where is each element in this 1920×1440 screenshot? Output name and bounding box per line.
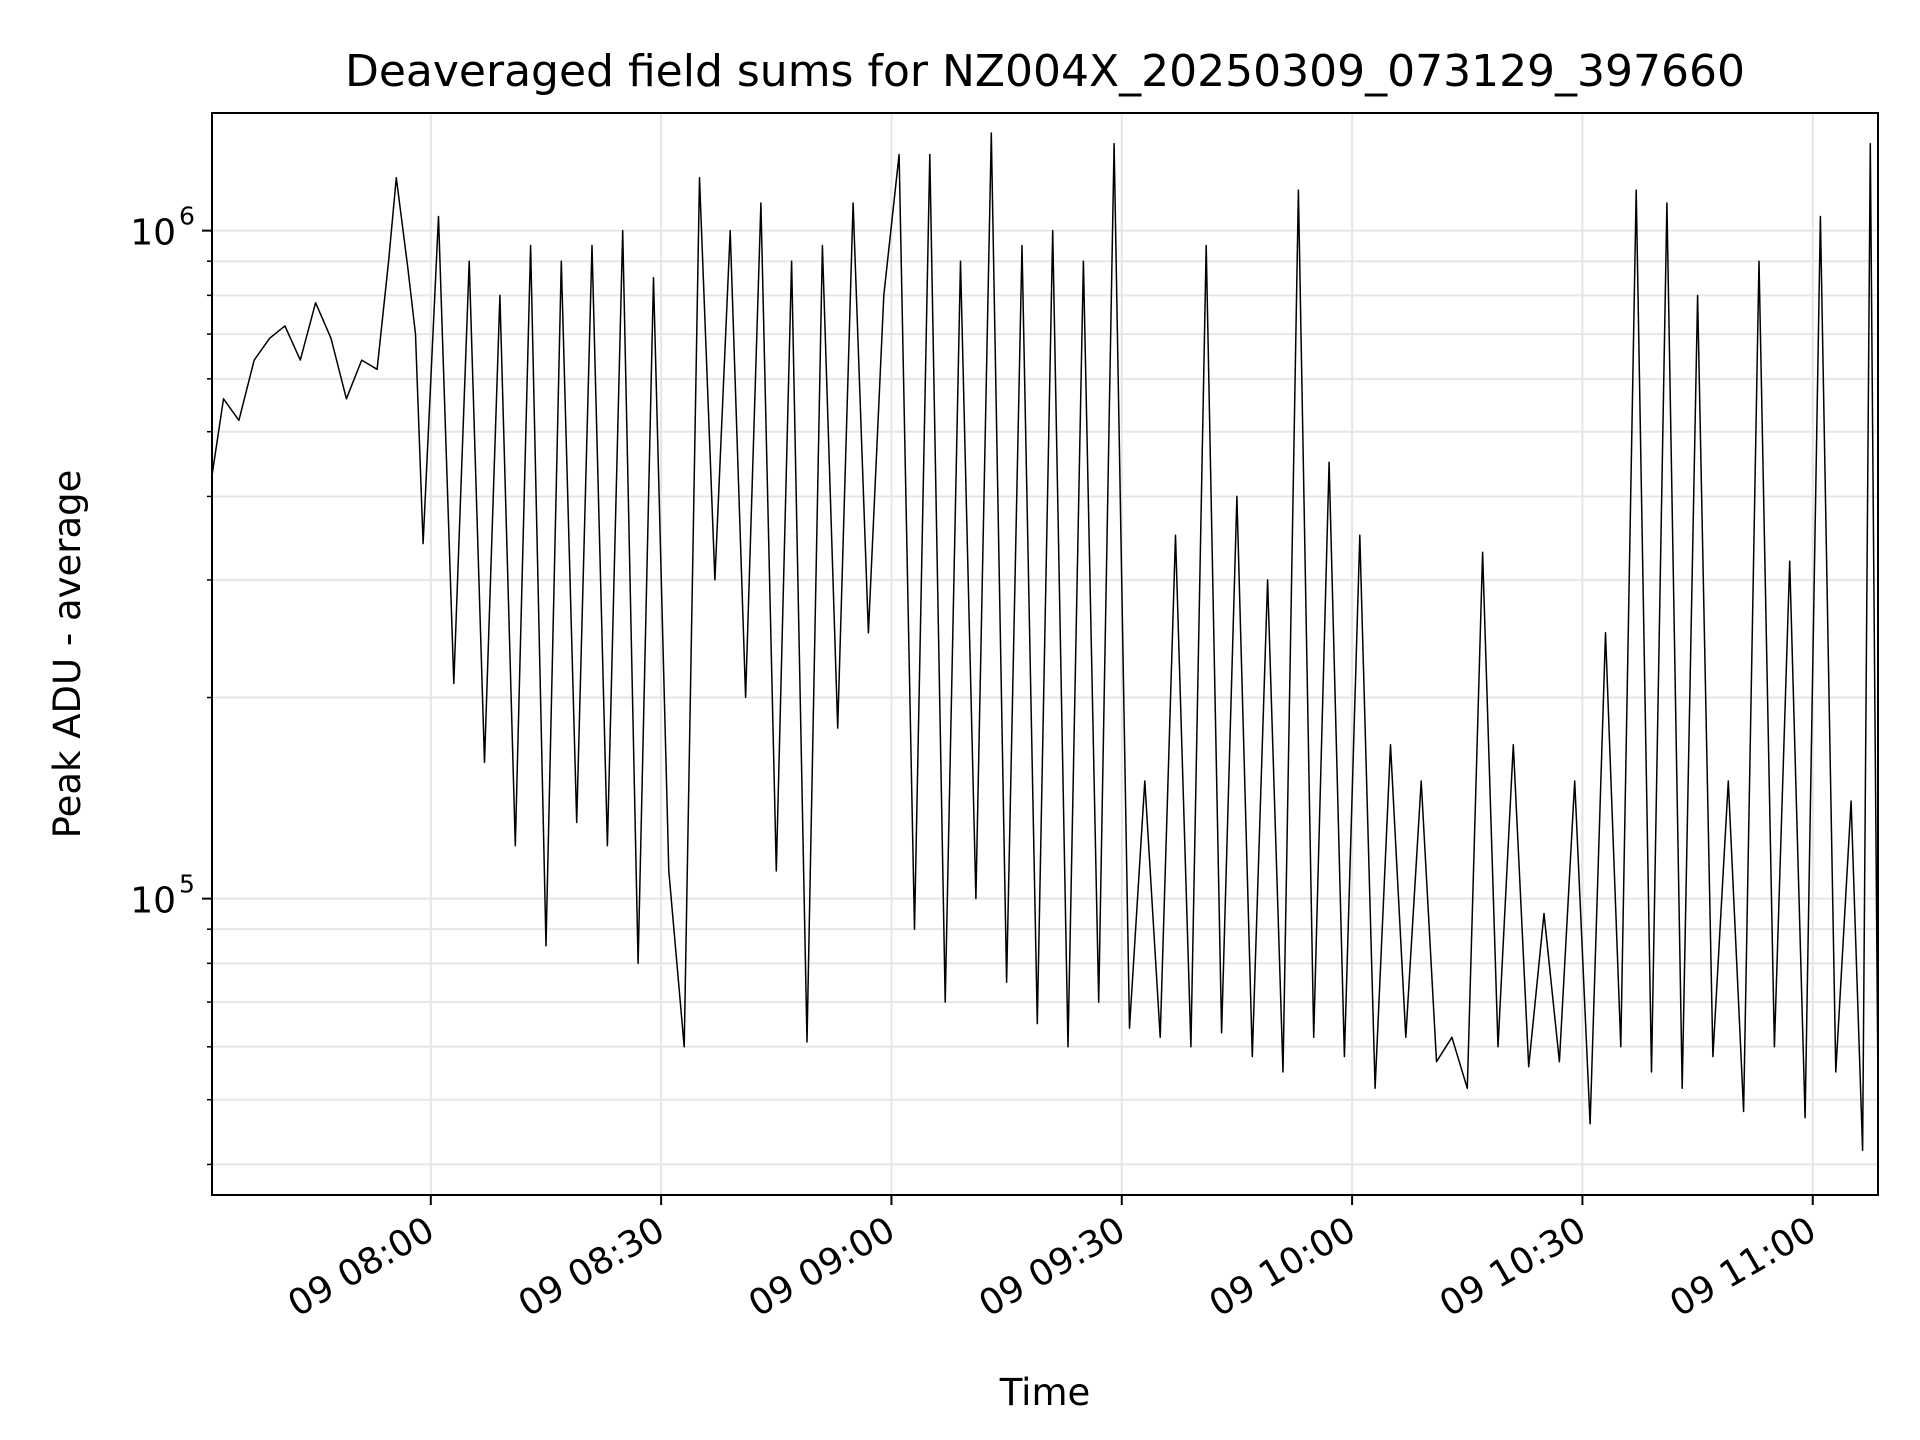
- y-tick-label: 10: [130, 213, 176, 254]
- plot-area: [211, 132, 1879, 1152]
- chart-title: Deaveraged field sums for NZ004X_2025030…: [345, 46, 1745, 97]
- y-tick-exponent: 6: [179, 202, 195, 231]
- y-tick-exponent: 5: [179, 870, 195, 899]
- y-tick-base: 10: [130, 881, 176, 922]
- x-axis-label: Time: [999, 1371, 1091, 1414]
- series-line-0: [211, 132, 1879, 1152]
- plot-frame: [211, 112, 1879, 1196]
- y-tick-label: 10: [130, 881, 176, 922]
- grid: [212, 113, 1878, 1195]
- y-tick-base: 10: [130, 213, 176, 254]
- y-axis-label: Peak ADU - average: [46, 470, 89, 839]
